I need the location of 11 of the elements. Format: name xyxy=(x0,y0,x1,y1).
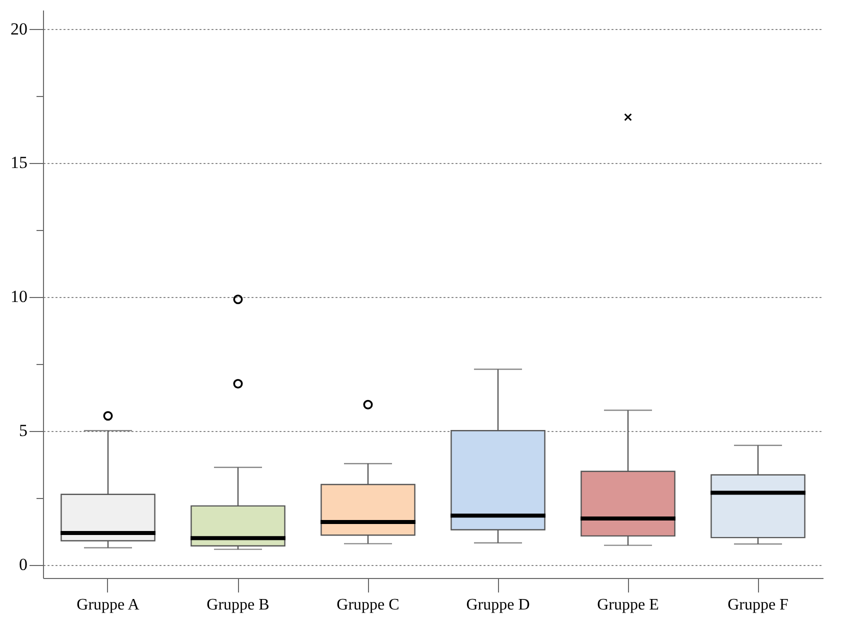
y-tick-label: 15 xyxy=(10,153,28,172)
x-tick-label: Gruppe A xyxy=(76,596,140,614)
x-tick-label: Gruppe B xyxy=(206,596,270,614)
x-tick-label: Gruppe F xyxy=(728,596,789,614)
x-tick-label: Gruppe C xyxy=(336,596,400,614)
y-tick-label: 20 xyxy=(10,19,28,38)
y-tick-label: 10 xyxy=(10,287,28,306)
x-tick-label: Gruppe D xyxy=(466,596,530,614)
x-tick-label: Gruppe E xyxy=(597,596,659,614)
y-tick-label: 0 xyxy=(19,555,28,574)
y-tick-label: 5 xyxy=(19,421,28,440)
